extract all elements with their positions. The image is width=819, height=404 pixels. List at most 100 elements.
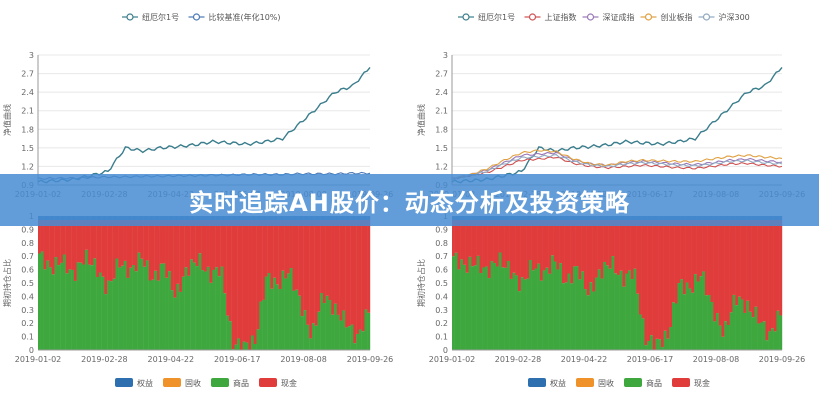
- bar-segment-cash: [107, 220, 111, 281]
- bar-segment-cash: [559, 220, 563, 264]
- bar-segment-cash: [209, 220, 213, 283]
- bar-segment-commodity: [685, 282, 689, 350]
- bar-segment-cash: [353, 220, 357, 344]
- bar-segment-commodity: [356, 333, 360, 350]
- bar-segment-cash: [73, 220, 77, 281]
- bar-segment-commodity: [256, 329, 260, 350]
- bar-segment-cash: [76, 220, 80, 263]
- x-tick-label: 2019-01-02: [15, 355, 62, 364]
- bar-segment-cash: [65, 220, 69, 274]
- bar-segment-cash: [570, 220, 574, 284]
- bar-segment-commodity: [479, 273, 483, 350]
- bar-segment-cash: [190, 220, 194, 260]
- bar-segment-cash: [735, 220, 739, 306]
- bar-segment-commodity: [567, 273, 571, 350]
- bar-segment-commodity: [336, 314, 340, 350]
- y-tick-label: 0: [443, 346, 448, 355]
- bar-segment-commodity: [242, 341, 246, 350]
- bar-segment-commodity: [487, 278, 491, 350]
- bar-segment-cash: [49, 220, 53, 268]
- bar-segment-commodity: [137, 252, 141, 350]
- bar-segment-cash: [636, 220, 640, 294]
- bar-segment-cash: [647, 220, 651, 342]
- bar-segment-cash: [79, 220, 83, 263]
- bar-segment-commodity: [132, 265, 136, 350]
- bar-segment-cash: [204, 220, 207, 272]
- legend-label: 比较基准(年化10%): [209, 12, 281, 22]
- bar-segment-commodity: [68, 269, 72, 350]
- bar-segment-commodity: [617, 275, 620, 350]
- series-line-1: [37, 66, 371, 184]
- bar-segment-commodity: [342, 310, 346, 350]
- bar-segment-cash: [688, 220, 692, 289]
- bar-segment-commodity: [493, 263, 497, 350]
- bar-segment-cash: [342, 220, 346, 311]
- bar-segment-commodity: [314, 325, 318, 350]
- bar-segment-commodity: [361, 331, 365, 350]
- bar-segment-commodity: [109, 281, 113, 350]
- bar-segment-commodity: [699, 276, 703, 350]
- bar-segment-commodity: [611, 256, 615, 350]
- bar-segment-commodity: [295, 289, 299, 350]
- bar-segment-cash: [743, 220, 747, 313]
- bar-segment-cash: [140, 220, 144, 259]
- bar-segment-cash: [267, 220, 271, 274]
- bar-segment-commodity: [159, 263, 163, 350]
- legend-label: 现金: [281, 378, 297, 388]
- bar-segment-cash: [619, 220, 623, 271]
- bar-segment-cash: [129, 220, 133, 268]
- bar-segment-commodity: [677, 283, 681, 350]
- bar-segment-commodity: [162, 263, 166, 350]
- bar-segment-commodity: [520, 277, 524, 350]
- bar-segment-commodity: [551, 255, 554, 350]
- bar-segment-commodity: [553, 261, 557, 350]
- bar-segment-cash: [245, 220, 249, 343]
- bar-segment-cash: [718, 220, 722, 326]
- bar-segment-commodity: [457, 269, 461, 350]
- bar-segment-commodity: [729, 312, 733, 350]
- bar-segment-cash: [724, 220, 728, 322]
- bar-segment-cash: [71, 220, 75, 270]
- legend-swatch-icon: [528, 378, 546, 387]
- bar-segment-cash: [564, 220, 568, 283]
- bar-segment-cash: [633, 220, 637, 269]
- bar-segment-commodity: [38, 253, 41, 350]
- bar-segment-commodity: [674, 303, 678, 350]
- bar-segment-cash: [779, 220, 783, 316]
- bar-segment-cash: [534, 220, 538, 269]
- bar-segment-commodity: [156, 280, 160, 350]
- bar-segment-commodity: [187, 275, 191, 350]
- bar-segment-commodity: [460, 259, 464, 350]
- bar-segment-cash: [217, 220, 221, 277]
- bar-segment-commodity: [559, 263, 563, 350]
- bar-segment-commodity: [468, 256, 472, 350]
- y-tick-label: 0: [29, 346, 34, 355]
- bar-segment-cash: [273, 220, 277, 278]
- bar-segment-cash: [518, 220, 521, 292]
- bar-segment-commodity: [322, 303, 326, 350]
- bar-segment-cash: [170, 220, 174, 291]
- legend-marker-icon: [702, 13, 711, 21]
- series-line-1: [451, 66, 783, 184]
- bar-segment-commodity: [606, 265, 609, 350]
- bar-segment-cash: [773, 220, 777, 332]
- y-tick-label: 2.4: [435, 88, 448, 97]
- bar-segment-cash: [336, 220, 340, 315]
- bar-segment-cash: [317, 220, 321, 312]
- legend-marker-icon: [126, 13, 134, 21]
- bar-segment-cash: [228, 220, 232, 322]
- y-tick-label: 0.4: [21, 292, 34, 301]
- bar-segment-cash: [699, 220, 703, 277]
- bar-segment-commodity: [776, 310, 780, 350]
- bar-segment-cash: [198, 220, 202, 254]
- bar-segment-commodity: [688, 288, 692, 350]
- bar-segment-cash: [628, 220, 631, 271]
- bar-segment-commodity: [474, 265, 477, 350]
- bar-segment-cash: [90, 220, 94, 266]
- bar-segment-commodity: [452, 256, 455, 350]
- bar-segment-commodity: [201, 270, 205, 350]
- bar-segment-commodity: [87, 264, 91, 350]
- bar-segment-commodity: [680, 279, 684, 350]
- bar-segment-commodity: [586, 295, 590, 350]
- x-tick-label: 2019-02-28: [81, 355, 128, 364]
